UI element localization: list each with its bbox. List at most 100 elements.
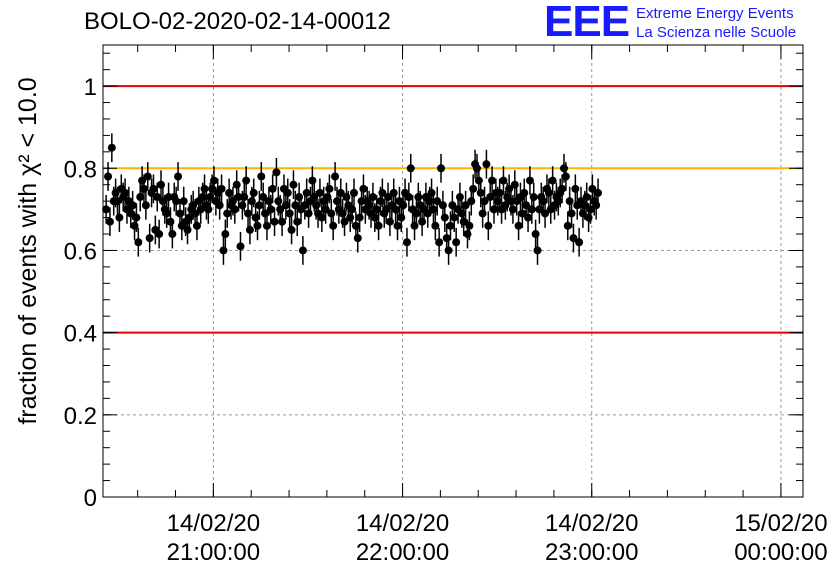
data-point: [215, 201, 224, 210]
data-point: [315, 188, 324, 197]
data-point: [293, 217, 302, 226]
data-point: [465, 221, 474, 230]
data-point: [374, 221, 383, 230]
data-point: [410, 221, 419, 230]
reference-lines: [103, 85, 803, 334]
plot-frame: [102, 44, 804, 498]
data-point: [459, 217, 468, 226]
data-point: [461, 201, 470, 210]
data-point: [450, 213, 459, 222]
data-point: [385, 217, 394, 226]
y-tick-label: 0.2: [64, 403, 97, 430]
data-point: [217, 184, 226, 193]
data-point: [469, 184, 478, 193]
data-point: [533, 246, 542, 255]
data-point: [139, 184, 148, 193]
data-point: [331, 172, 340, 181]
data-point: [249, 188, 258, 197]
data-point: [463, 230, 472, 239]
data-point: [412, 209, 421, 218]
x-tick-labels: 14/02/2021:00:0014/02/2022:00:0014/02/20…: [167, 510, 828, 566]
eee-logo-mark: EEE: [544, 0, 630, 46]
data-point: [544, 188, 553, 197]
data-point: [132, 213, 141, 222]
data-point: [486, 193, 495, 202]
x-tick-label-time: 23:00:00: [545, 539, 638, 566]
data-point: [312, 201, 321, 210]
data-point: [435, 238, 444, 247]
data-point: [247, 197, 256, 206]
data-point: [234, 193, 243, 202]
data-point: [253, 221, 262, 230]
data-point: [472, 164, 481, 173]
data-point: [527, 205, 536, 214]
data-point: [438, 201, 447, 210]
data-point: [174, 172, 183, 181]
data-point: [575, 238, 584, 247]
data-point: [230, 205, 239, 214]
data-point: [397, 213, 406, 222]
data-point: [136, 193, 145, 202]
data-point: [402, 238, 411, 247]
data-point: [219, 246, 228, 255]
data-point: [274, 197, 283, 206]
data-point: [508, 205, 517, 214]
data-point: [376, 197, 385, 206]
data-point: [518, 209, 527, 218]
x-tick-label-time: 00:00:00: [734, 539, 827, 566]
data-point: [368, 193, 377, 202]
y-tick-label: 0.6: [64, 238, 97, 265]
logo-text-line2: La Scienza nelle Scuole: [636, 24, 797, 41]
data-point: [268, 184, 277, 193]
data-point: [323, 193, 332, 202]
data-point: [559, 164, 568, 173]
data-point: [302, 188, 311, 197]
data-point: [155, 230, 164, 239]
data-point: [440, 213, 449, 222]
data-point: [480, 197, 489, 206]
data-point: [569, 234, 578, 243]
data-point: [105, 217, 114, 226]
data-point: [198, 193, 207, 202]
data-point: [115, 213, 124, 222]
data-point: [121, 188, 130, 197]
data-point: [172, 197, 181, 206]
data-point: [348, 205, 357, 214]
data-point: [107, 143, 116, 152]
data-point: [399, 201, 408, 210]
data-point: [431, 221, 440, 230]
data-point: [327, 209, 336, 218]
data-point: [571, 184, 580, 193]
data-point: [429, 205, 438, 214]
data-point: [476, 188, 485, 197]
data-point: [104, 172, 113, 181]
x-tick-label-date: 14/02/20: [167, 510, 260, 537]
data-point: [474, 176, 483, 185]
data-point: [452, 238, 461, 247]
data-point: [308, 176, 317, 185]
data-point: [287, 225, 296, 234]
data-point: [325, 184, 334, 193]
data-point: [378, 188, 387, 197]
data-point: [236, 242, 245, 251]
data-point: [524, 213, 533, 222]
data-point: [209, 176, 218, 185]
data-point: [164, 193, 173, 202]
data-point: [259, 193, 268, 202]
data-point: [143, 172, 152, 181]
data-point: [223, 209, 232, 218]
data-point: [134, 238, 143, 247]
data-point: [278, 217, 287, 226]
data-point: [489, 205, 498, 214]
data-point: [221, 230, 230, 239]
data-point: [565, 197, 574, 206]
data-point: [425, 197, 434, 206]
data-point: [245, 225, 254, 234]
data-point: [175, 209, 184, 218]
data-point: [554, 197, 563, 206]
data-point: [183, 225, 192, 234]
data-point: [157, 180, 166, 189]
data-point: [433, 197, 442, 206]
x-tick-label-date: 15/02/20: [734, 510, 827, 537]
data-point: [561, 172, 570, 181]
